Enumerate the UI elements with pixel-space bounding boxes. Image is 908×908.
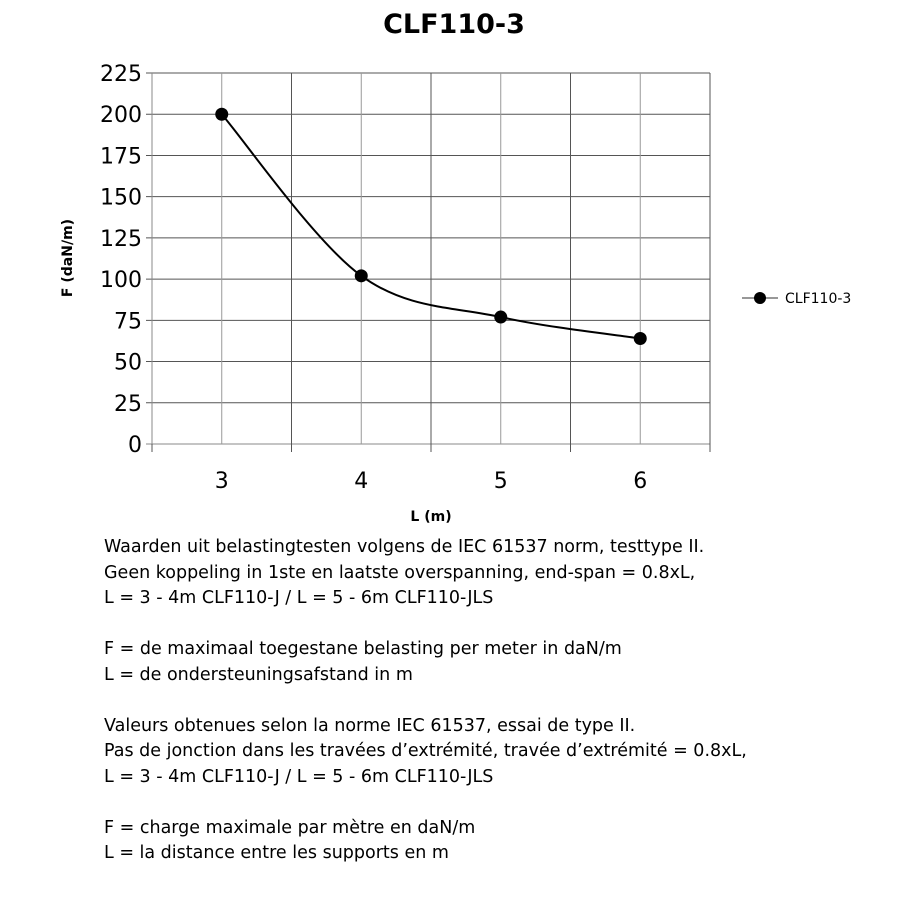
data-point [354, 269, 368, 283]
note-line: Pas de jonction dans les travées d’extré… [104, 741, 747, 761]
y-tick-label: 75 [114, 309, 142, 334]
series-line [220, 113, 641, 340]
y-tick-label: 175 [100, 144, 142, 169]
note-line: F = de maximaal toegestane belasting per… [104, 639, 622, 659]
legend-marker [754, 292, 766, 304]
note-line: Geen koppeling in 1ste en laatste oversp… [104, 562, 696, 583]
note-line: L = 3 - 4m CLF110-J / L = 5 - 6m CLF110-… [104, 588, 494, 608]
x-tick-label: 3 [215, 469, 229, 494]
x-tick-label: 6 [633, 469, 647, 494]
x-tick-label: 4 [354, 469, 368, 494]
y-tick-label: 100 [100, 268, 142, 293]
y-tick-label: 50 [114, 351, 142, 376]
note-line: L = 3 - 4m CLF110-J / L = 5 - 6m CLF110-… [104, 766, 494, 787]
chart-title: CLF110-3 [383, 9, 525, 40]
data-point [215, 107, 229, 121]
note-line: L = la distance entre les supports en m [104, 843, 449, 863]
note-line: L = de ondersteuningsafstand in m [104, 664, 413, 685]
y-tick-label: 150 [100, 186, 142, 211]
note-line: Valeurs obtenues selon la norme IEC 6153… [104, 715, 636, 736]
legend-label: CLF110-3 [785, 291, 851, 307]
data-point [633, 331, 647, 345]
y-tick-label: 25 [114, 392, 142, 417]
y-tick-label: 200 [100, 103, 142, 128]
x-axis-label: L (m) [410, 509, 451, 525]
data-point [494, 310, 508, 324]
note-line: F = charge maximale par mètre en daN/m [104, 817, 476, 838]
notes: Waarden uit belastingtesten volgens de I… [104, 535, 747, 867]
y-tick-label: 225 [100, 62, 142, 87]
x-tick-label: 5 [494, 469, 508, 494]
y-tick-label: 0 [128, 433, 142, 458]
line-chart: 0 25 50 75 100 125 150 175 200 225 3 4 5 6 CLF110-3 L (… [60, 9, 851, 525]
y-axis-label: F (daN/m) [60, 219, 76, 297]
y-tick-label: 125 [100, 227, 142, 252]
note-line: Waarden uit belastingtesten volgens de I… [104, 537, 705, 557]
